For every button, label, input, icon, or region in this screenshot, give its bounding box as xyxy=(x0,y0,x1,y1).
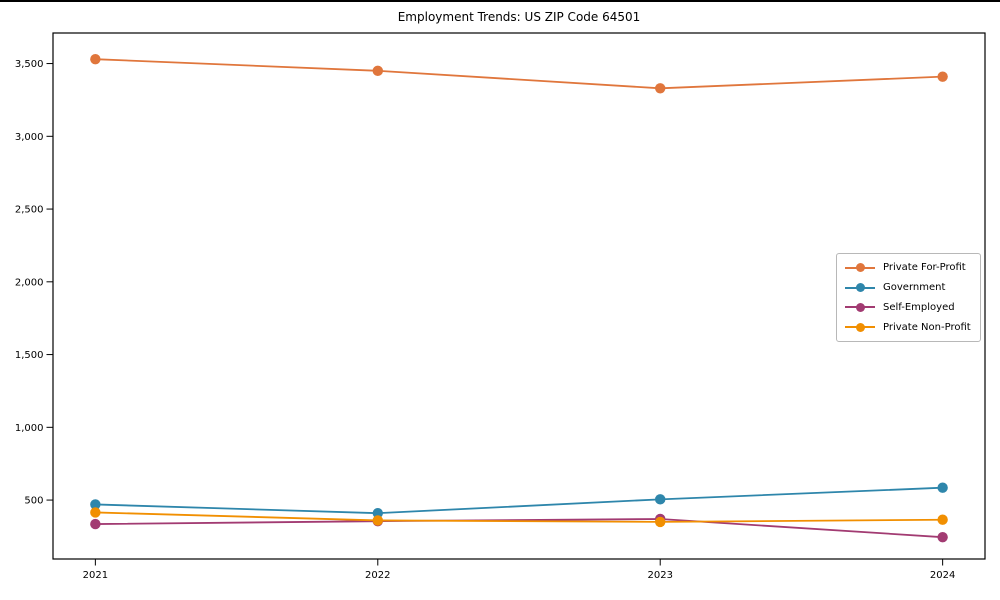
legend-marker-icon xyxy=(845,263,875,273)
x-axis-tick-label: 2023 xyxy=(647,570,672,581)
data-point-private-for-profit-2021 xyxy=(90,53,101,65)
legend-item-government: Government xyxy=(845,278,972,298)
data-point-private-non-profit-2022 xyxy=(372,515,383,526)
x-axis-tick-label: 2022 xyxy=(365,570,390,581)
chart-legend: Private For-Profit Government Self-Employe… xyxy=(836,253,981,342)
legend-label: Private Non-Profit xyxy=(883,321,971,333)
x-axis-tick-label: 2021 xyxy=(83,570,108,581)
y-axis-tick-label: 1,500 xyxy=(15,350,44,361)
series-line-self-employed xyxy=(95,518,943,539)
data-point-private-non-profit-2021 xyxy=(90,507,101,518)
data-point-government-2021 xyxy=(90,499,101,510)
chart-title: Employment Trends: US ZIP Code 64501 xyxy=(397,10,641,24)
legend-item-self-employed: Self-Employed xyxy=(845,298,972,318)
series-line-private-for-profit xyxy=(95,58,943,90)
data-point-private-for-profit-2022 xyxy=(372,65,383,77)
legend-marker-icon xyxy=(845,322,875,332)
y-axis-tick-label: 2,000 xyxy=(15,277,44,288)
plot-border xyxy=(52,32,986,560)
data-point-government-2024 xyxy=(937,482,948,493)
legend-label: Self-Employed xyxy=(883,301,955,313)
legend-label: Government xyxy=(883,282,946,294)
data-point-private-for-profit-2024 xyxy=(937,71,948,82)
data-point-private-for-profit-2023 xyxy=(655,83,666,94)
series-line-government xyxy=(95,486,943,515)
data-point-private-non-profit-2024 xyxy=(937,514,948,525)
data-point-self-employed-2021 xyxy=(90,518,101,530)
y-axis-tick-label: 3,000 xyxy=(15,132,44,143)
legend-item-private-non-profit: Private Non-Profit xyxy=(845,317,972,337)
window-top-edge xyxy=(0,0,1000,2)
series-line-private-non-profit xyxy=(95,511,943,523)
data-point-self-employed-2024 xyxy=(937,531,948,543)
legend-marker-icon xyxy=(845,302,875,312)
y-axis-tick-label: 1,000 xyxy=(15,423,44,434)
legend-item-private-for-profit: Private For-Profit xyxy=(845,258,972,278)
data-point-private-non-profit-2023 xyxy=(655,516,666,528)
legend-marker-icon xyxy=(845,283,875,293)
data-point-government-2023 xyxy=(655,494,666,505)
legend-label: Private For-Profit xyxy=(883,262,966,274)
y-axis-tick-label: 500 xyxy=(24,496,43,507)
data-point-government-2022 xyxy=(372,507,383,519)
x-axis-tick-label: 2024 xyxy=(930,570,955,581)
y-axis-tick-label: 3,500 xyxy=(15,59,44,70)
y-axis-tick-label: 2,500 xyxy=(15,205,44,216)
